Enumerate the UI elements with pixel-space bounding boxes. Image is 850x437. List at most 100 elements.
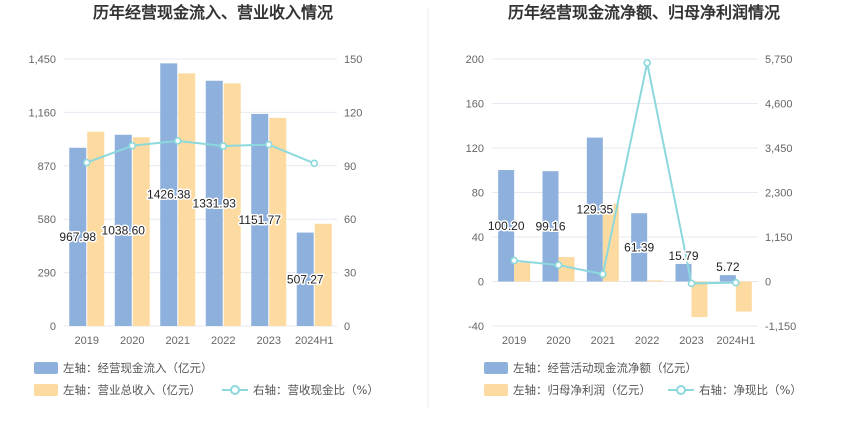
y-right-tick-label: 4,600 [765,99,793,111]
bar-primary [296,232,314,326]
y-right-tick-label: 5,750 [765,54,793,66]
y-right-tick-label: 3,450 [765,143,793,155]
line-point [264,140,273,149]
legend-item-net-profit[interactable]: 左轴：归母净利润（亿元） [484,383,651,397]
y-right-tick-label: -1,150 [765,321,796,333]
y-axis-left: 0 290 580 870 1,160 1,450 [28,54,56,333]
data-label: 5.72 [716,260,740,274]
bar-primary [251,113,269,326]
y-left-tick-label: 1,450 [28,54,56,66]
legend-item-revenue[interactable]: 左轴：营业总收入（亿元） [34,383,201,397]
line-point [599,270,607,278]
line-point [687,279,696,288]
y-left-tick-label: 1,160 [28,107,56,119]
y-axis-left: -40 0 40 80 120 160 200 [466,54,484,333]
bar-primary [160,63,178,327]
line-series [514,62,736,285]
chart-title: 历年经营现金流入、营业收入情况 [93,3,333,22]
line-point [82,158,91,167]
bar-primary [586,137,603,282]
y-right-tick-label: 60 [344,214,356,226]
y-right-tick-label: 30 [344,268,356,280]
legend-item-net-cash-ratio[interactable]: 右轴：净现比（%） [668,383,802,397]
y-right-tick-label: 0 [765,277,771,289]
legend-swatch-marker [230,385,240,395]
legend-swatch-bar-blue [34,362,58,374]
x-tick-label: 2022 [211,335,235,347]
y-right-tick-label: 0 [344,321,350,333]
y-right-tick-label: 120 [344,107,362,119]
legend-swatch-bar-orange [484,384,508,396]
bar-primary [542,171,559,282]
bar-secondary [178,73,196,326]
x-tick-label: 2019 [502,335,526,347]
chart-cash-inflow-revenue: 历年经营现金流入、营业收入情况 0 290 580 870 1,160 1,450 0 30… [28,3,378,397]
x-tick-label: 2021 [591,335,615,347]
x-axis: 2019 2020 2021 2022 2023 2024H1 [502,335,755,347]
x-tick-label: 2023 [679,335,703,347]
x-tick-label: 2020 [546,335,570,347]
y-axis-right: 0 30 60 90 120 150 [344,54,362,333]
line-point [128,141,137,150]
y-left-tick-label: 0 [478,277,484,289]
grid-lines [64,58,337,327]
bars [498,137,752,318]
line-point [310,159,319,168]
y-right-tick-label: 2,300 [765,188,793,200]
line-point [554,261,563,269]
data-label: 1331.93 [193,196,237,210]
legend-label: 右轴：营收现金比（%） [253,383,379,397]
bar-secondary [132,137,150,326]
data-label: 100.20 [488,219,525,233]
x-tick-label: 2019 [75,335,99,347]
y-left-tick-label: 120 [466,143,484,155]
bar-secondary [602,203,619,282]
y-left-tick-label: 0 [50,321,56,333]
x-tick-label: 2024H1 [717,335,756,347]
data-label: 1038.60 [102,223,146,237]
x-tick-label: 2020 [120,335,144,347]
x-axis: 2019 2020 2021 2022 2023 2024H1 [75,335,334,347]
y-right-tick-label: 150 [344,54,362,66]
bar-secondary [269,117,287,327]
y-left-tick-label: -40 [468,321,484,333]
bars [69,63,332,327]
x-tick-label: 2021 [166,335,190,347]
bar-primary [69,147,87,326]
bar-primary [205,80,223,326]
y-left-tick-label: 80 [472,188,484,200]
legend: 左轴：经营活动现金流净额（亿元） 左轴：归母净利润（亿元） 右轴：净现比（%） [484,361,802,397]
bar-primary [114,134,132,326]
legend-label: 左轴：归母净利润（亿元） [513,383,651,397]
ratio-line [510,59,740,288]
legend-swatch-bar-blue [484,362,508,374]
bar-secondary [223,83,241,326]
legend: 左轴：经营现金流入（亿元） 左轴：营业总收入（亿元） 右轴：营收现金比（%） [34,361,379,397]
ratio-line [82,137,319,168]
y-left-tick-label: 580 [38,214,56,226]
line-point [219,142,228,150]
legend-item-cash-inflow[interactable]: 左轴：经营现金流入（亿元） [34,361,213,375]
y-left-tick-label: 290 [38,268,56,280]
bar-primary [719,275,736,282]
legend-swatch-marker [676,385,686,395]
line-point [173,137,182,145]
bar-secondary [514,262,531,282]
legend-item-ratio[interactable]: 右轴：营收现金比（%） [222,383,379,397]
x-tick-label: 2022 [635,335,659,347]
grid-lines [492,58,758,327]
line-point [643,59,651,67]
data-label: 1426.38 [147,188,191,202]
y-left-tick-label: 160 [466,99,484,111]
bar-secondary [87,131,105,326]
data-label: 15.79 [668,249,698,263]
bar-secondary [691,281,708,318]
bar-secondary [314,223,332,326]
line-point [732,278,740,287]
legend-label: 右轴：净现比（%） [699,383,802,397]
chart-net-cash-flow-profit: 历年经营现金流净额、归母净利润情况 -40 0 40 80 120 160 200 -1,1… [466,3,802,397]
legend-item-net-cash-flow[interactable]: 左轴：经营活动现金流净额（亿元） [484,361,697,375]
data-label: 129.35 [576,203,613,217]
y-left-tick-label: 40 [472,232,484,244]
